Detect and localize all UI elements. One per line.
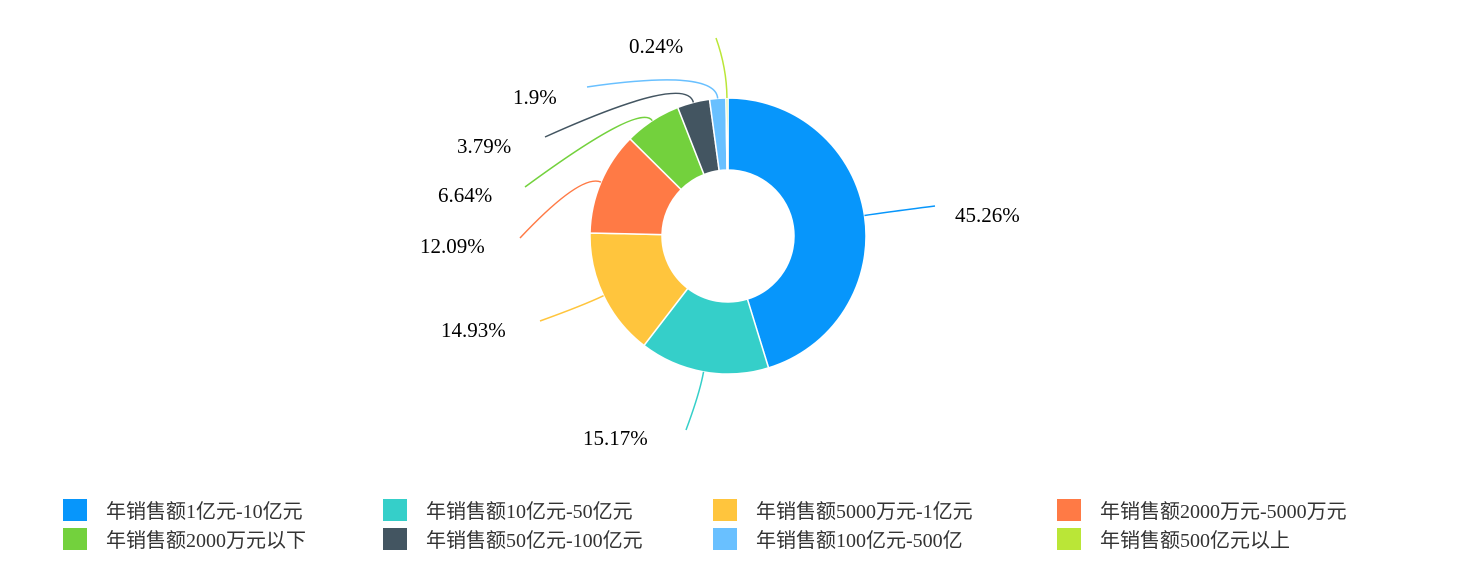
data-label: 15.17% <box>583 426 648 450</box>
legend-swatch <box>383 498 407 521</box>
legend-item[interactable]: 年销售额1亿元-10亿元 <box>63 495 303 524</box>
legend-item[interactable]: 年销售额100亿元-500亿 <box>713 524 963 553</box>
leader-line <box>519 180 602 239</box>
legend-label: 年销售额50亿元-100亿元 <box>426 530 643 552</box>
legend-swatch <box>1057 498 1081 521</box>
legend-swatch <box>713 498 737 521</box>
data-label: 12.09% <box>420 234 485 258</box>
legend-swatch <box>713 527 737 550</box>
legend-label: 年销售额500亿元以上 <box>1100 530 1290 552</box>
legend-item[interactable]: 年销售额2000万元-5000万元 <box>1057 495 1347 524</box>
donut-slice[interactable] <box>727 97 867 369</box>
legend-item[interactable]: 年销售额500亿元以上 <box>1057 524 1290 553</box>
leader-line <box>586 79 719 99</box>
legend-swatch <box>63 527 87 550</box>
legend-swatch <box>383 527 407 550</box>
legend-item[interactable]: 年销售额2000万元以下 <box>63 524 306 553</box>
data-label: 14.93% <box>441 318 506 342</box>
leader-line <box>715 37 728 99</box>
legend-item[interactable]: 年销售额10亿元-50亿元 <box>383 495 633 524</box>
legend-label: 年销售额1亿元-10亿元 <box>106 501 303 523</box>
data-label: 0.24% <box>629 34 683 58</box>
legend-label: 年销售额2000万元以下 <box>106 530 306 552</box>
data-label: 3.79% <box>457 134 511 158</box>
legend-label: 年销售额2000万元-5000万元 <box>1100 501 1347 523</box>
leader-line <box>685 371 705 431</box>
legend-item[interactable]: 年销售额5000万元-1亿元 <box>713 495 973 524</box>
leader-line <box>539 295 604 322</box>
legend-label: 年销售额100亿元-500亿 <box>756 530 963 552</box>
legend-swatch <box>1057 527 1081 550</box>
leader-line <box>524 116 653 188</box>
legend-label: 年销售额5000万元-1亿元 <box>756 501 973 523</box>
leader-line <box>864 205 936 217</box>
legend-swatch <box>63 498 87 521</box>
legend-item[interactable]: 年销售额50亿元-100亿元 <box>383 524 643 553</box>
leader-line <box>544 92 695 138</box>
legend-label: 年销售额10亿元-50亿元 <box>426 501 633 523</box>
data-label: 1.9% <box>513 85 557 109</box>
data-label: 6.64% <box>438 183 492 207</box>
donut-slice[interactable] <box>725 97 729 171</box>
data-label: 45.26% <box>955 203 1020 227</box>
